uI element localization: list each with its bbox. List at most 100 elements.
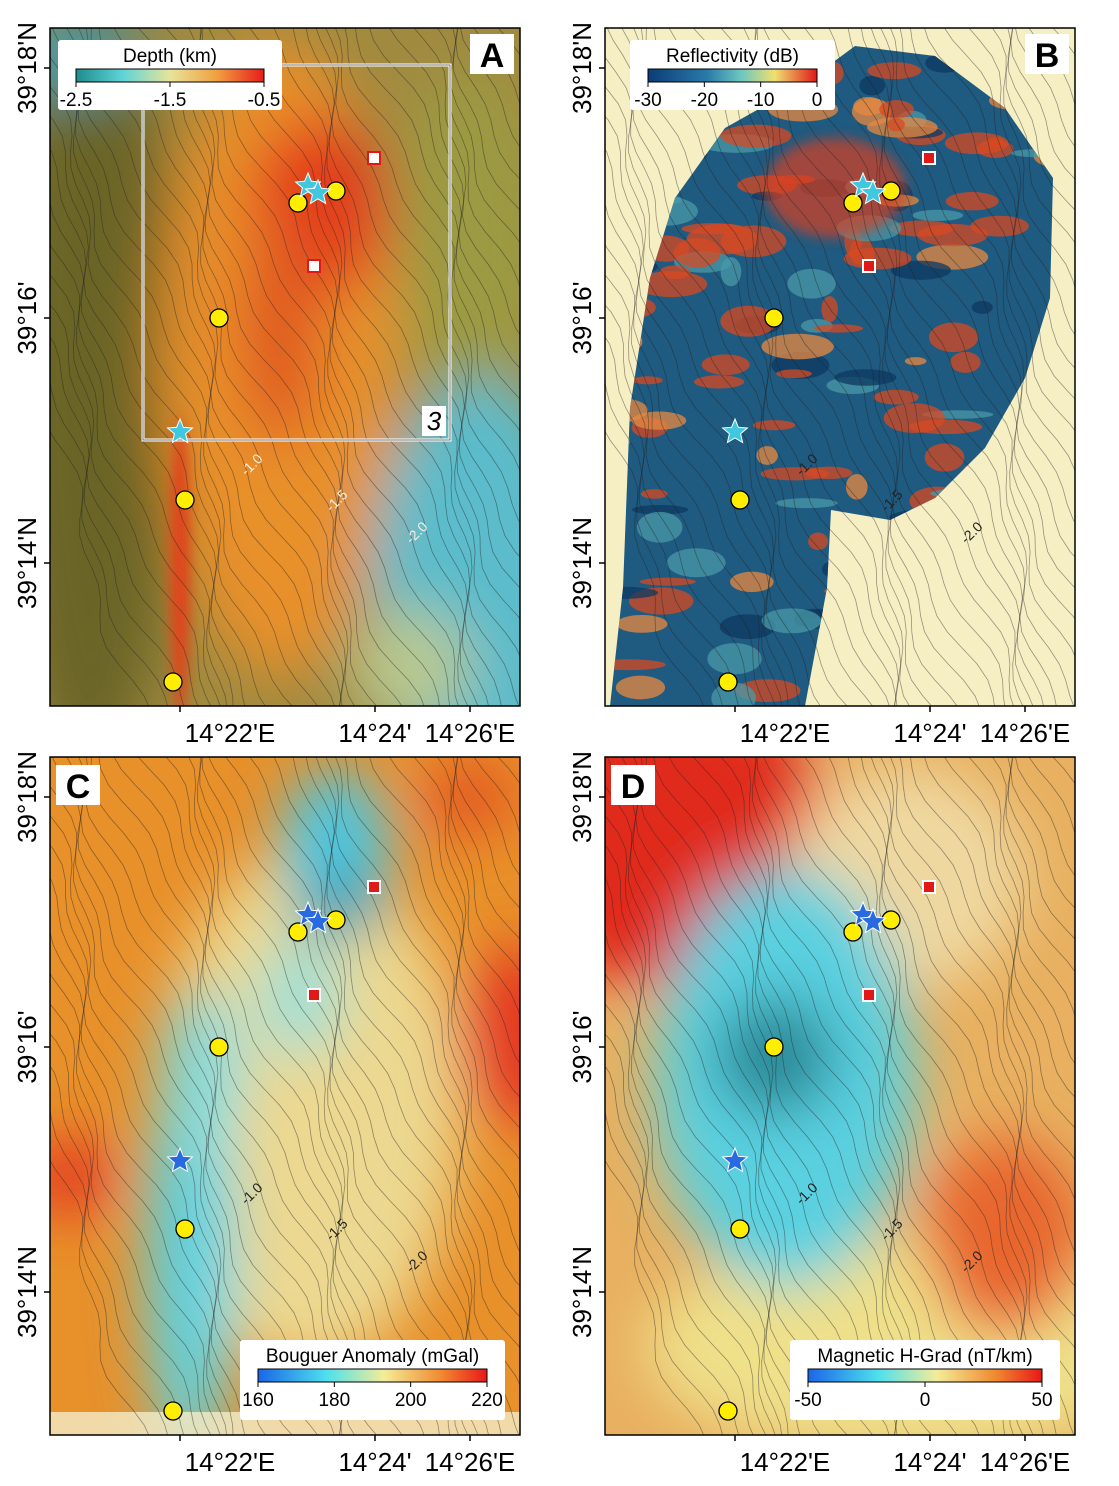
reflectivity-patch <box>887 118 905 131</box>
colorbar-tick-label: 220 <box>471 1390 503 1411</box>
site-circle <box>844 194 862 212</box>
y-axis-label: 39°18'N <box>12 22 42 114</box>
site-circle <box>882 182 900 200</box>
y-axis-label: 39°16' <box>567 281 597 354</box>
panel-letter: B <box>1035 37 1060 75</box>
colorbar-tick-label: -20 <box>691 90 718 111</box>
reflectivity-patch <box>905 357 927 365</box>
reflectivity-patch <box>884 403 945 433</box>
site-circle <box>844 923 862 941</box>
y-axis-label: 39°18'N <box>12 751 42 843</box>
colorbar-title: Magnetic H-Grad (nT/km) <box>817 1346 1032 1367</box>
site-square <box>923 152 935 164</box>
contour <box>1092 737 1119 1441</box>
reflectivity-patch <box>844 248 912 270</box>
box-label: 3 <box>427 406 442 436</box>
y-axis-label: 39°18'N <box>567 751 597 843</box>
relief <box>0 0 180 778</box>
reflectivity-patch <box>637 512 683 543</box>
reflectivity-patch <box>591 659 665 670</box>
site-square <box>308 260 320 272</box>
site-circle <box>765 309 783 327</box>
site-circle <box>731 491 749 509</box>
x-axis-label: 14°26'E <box>980 1447 1071 1477</box>
colorbar-tick-label: 200 <box>395 1390 427 1411</box>
panel-letter: C <box>66 768 91 806</box>
reflectivity-patch <box>929 323 978 353</box>
y-axis-label: 39°14'N <box>12 1246 42 1338</box>
y-axis-label: 39°14'N <box>567 517 597 609</box>
site-circle <box>765 1038 783 1056</box>
site-square <box>368 881 380 893</box>
x-axis-label: 14°24' <box>338 718 411 748</box>
gradient-field <box>715 997 835 1117</box>
reflectivity-patch <box>667 548 726 577</box>
site-circle <box>210 1038 228 1056</box>
site-square <box>308 989 320 1001</box>
colorbar-tick-label: 0 <box>812 90 823 111</box>
reflectivity-patch <box>835 369 897 385</box>
colorbar-tick-label: -30 <box>634 90 661 111</box>
colorbar-tick-label: -50 <box>794 1390 821 1411</box>
site-square <box>863 989 875 1001</box>
reflectivity-patch <box>762 608 822 633</box>
x-axis-label: 14°26'E <box>425 1447 516 1477</box>
x-axis-label: 14°26'E <box>980 718 1071 748</box>
site-square <box>923 881 935 893</box>
site-circle <box>719 673 737 691</box>
reflectivity-patch <box>756 446 777 465</box>
site-circle <box>176 491 194 509</box>
site-circle <box>164 1402 182 1420</box>
reflectivity-patch <box>694 375 744 388</box>
colorbar-title: Bouguer Anomaly (mGal) <box>266 1346 479 1367</box>
x-axis-label: 14°26'E <box>425 718 516 748</box>
y-axis-label: 39°18'N <box>567 22 597 114</box>
reflectivity-patch <box>950 352 980 373</box>
colorbar-tick-label: -0.5 <box>248 90 281 111</box>
colorbar-title: Depth (km) <box>123 46 217 67</box>
x-axis-label: 14°22'E <box>740 718 831 748</box>
colorbar <box>648 69 817 82</box>
site-circle <box>882 911 900 929</box>
colorbar <box>808 1369 1042 1382</box>
relief <box>390 68 550 428</box>
y-axis-label: 39°14'N <box>12 517 42 609</box>
reflectivity-patch <box>787 269 835 299</box>
contour <box>1114 8 1119 712</box>
x-axis-label: 14°24' <box>893 718 966 748</box>
reflectivity-patch <box>632 411 687 429</box>
site-circle <box>327 182 345 200</box>
site-circle <box>289 194 307 212</box>
y-axis-label: 39°16' <box>12 1010 42 1083</box>
figure: -1.0-1.5-2.0339°18'N39°16'39°14'N14°22'E… <box>0 0 1119 1481</box>
reflectivity-patch <box>972 301 993 314</box>
panel-letter: A <box>480 37 505 75</box>
site-circle <box>719 1402 737 1420</box>
colorbar-tick-label: 160 <box>242 1390 274 1411</box>
anomaly <box>25 1137 115 1217</box>
reflectivity-patch <box>674 238 721 268</box>
contour <box>1092 8 1119 712</box>
site-circle <box>731 1220 749 1238</box>
y-axis-label: 39°16' <box>567 1010 597 1083</box>
colorbar-title: Reflectivity (dB) <box>666 46 799 67</box>
colorbar-tick-label: -10 <box>747 90 774 111</box>
gradient-field <box>925 1137 1085 1337</box>
colorbar-tick-label: -2.5 <box>60 90 93 111</box>
x-axis-label: 14°22'E <box>740 1447 831 1477</box>
site-square <box>368 152 380 164</box>
reflectivity-patch <box>946 192 999 210</box>
reflectivity-patch <box>616 676 665 700</box>
site-circle <box>176 1220 194 1238</box>
panel-letter: D <box>621 768 646 806</box>
colorbar-tick-label: -1.5 <box>154 90 187 111</box>
x-axis-label: 14°22'E <box>185 718 276 748</box>
site-circle <box>210 309 228 327</box>
reflectivity-patch <box>616 615 667 633</box>
colorbar <box>258 1369 487 1382</box>
site-square <box>863 260 875 272</box>
site-circle <box>327 911 345 929</box>
reflectivity-patch <box>659 265 690 279</box>
